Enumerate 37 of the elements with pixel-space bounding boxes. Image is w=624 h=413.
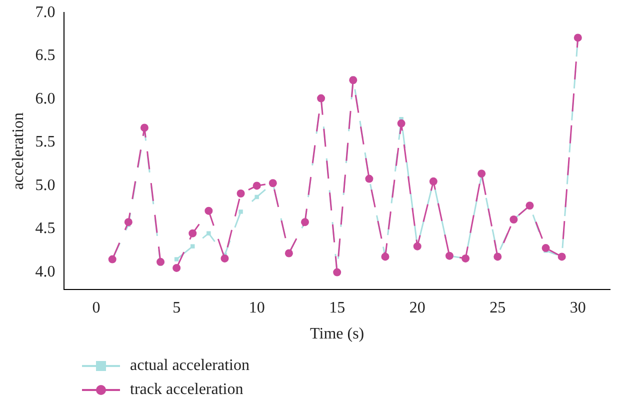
x-tick-label: 5 <box>172 299 181 316</box>
x-tick-label: 20 <box>409 299 426 316</box>
point <box>156 258 165 266</box>
point <box>349 76 358 84</box>
x-axis-title: Time (s) <box>310 326 364 343</box>
legend-label: actual acceleration <box>130 357 250 374</box>
y-tick-label: 5.0 <box>35 176 56 194</box>
point <box>188 229 197 238</box>
point <box>206 231 211 236</box>
point <box>494 252 502 261</box>
point <box>397 119 406 128</box>
point <box>174 257 179 262</box>
y-tick-label: 7.0 <box>35 4 56 21</box>
point <box>236 190 245 198</box>
x-tick-label: 0 <box>92 299 100 316</box>
y-tick-label: 4.5 <box>35 220 56 238</box>
point <box>254 194 259 200</box>
point <box>542 244 550 252</box>
point <box>238 210 243 214</box>
x-tick-label: 30 <box>570 299 586 316</box>
x-tick-label: 25 <box>490 299 506 316</box>
x-tick-label: 15 <box>329 299 346 316</box>
y-tick-label: 4.0 <box>35 263 56 280</box>
y-tick-label: 6.5 <box>35 47 56 64</box>
y-axis-title: acceleration <box>10 112 27 190</box>
point <box>204 206 213 215</box>
point <box>190 244 195 248</box>
x-tick-label: 10 <box>248 299 265 316</box>
point <box>220 254 229 262</box>
y-tick-label: 5.5 <box>35 134 56 151</box>
legend-label: track acceleration <box>130 381 244 398</box>
point <box>252 182 261 190</box>
point <box>172 264 181 272</box>
point <box>478 170 486 178</box>
y-tick-label: 6.0 <box>35 90 56 108</box>
point <box>140 124 148 132</box>
point <box>124 218 132 226</box>
